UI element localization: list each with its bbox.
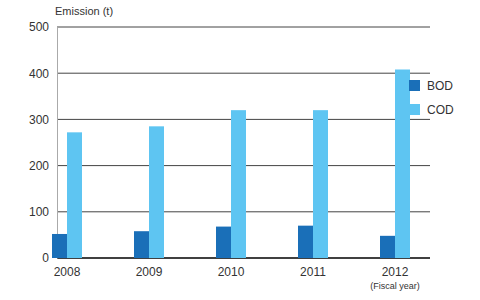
bar (380, 236, 395, 258)
bar (313, 110, 328, 258)
y-tick: 100 (29, 205, 57, 219)
x-tick-label: 2012 (382, 265, 409, 279)
grid-line (57, 73, 430, 74)
legend: BOD COD (409, 79, 454, 117)
x-axis: 2008 2009 2010 2011 2012 (54, 258, 409, 279)
x-tick: 2009 (136, 258, 163, 279)
x-tick: 2008 (54, 258, 81, 279)
bar (298, 226, 313, 258)
y-tick-label: 200 (29, 159, 49, 173)
x-tick: 2012 (382, 258, 409, 279)
y-axis-title: Emission (t) (55, 5, 113, 17)
y-tick: 400 (29, 67, 57, 81)
bar (395, 70, 410, 258)
x-tick-label: 2009 (136, 265, 163, 279)
bar (134, 231, 149, 258)
y-tick: 500 (29, 20, 57, 34)
y-axis: 0 100 200 300 400 500 (29, 20, 58, 265)
x-axis-title: (Fiscal year) (370, 281, 420, 291)
legend-label: COD (427, 103, 454, 117)
bar (67, 132, 82, 258)
x-tick-label: 2008 (54, 265, 81, 279)
bar (231, 110, 246, 258)
y-axis-line (57, 28, 58, 259)
y-tick: 200 (29, 159, 57, 173)
bar (52, 234, 67, 258)
y-tick-label: 500 (29, 20, 49, 34)
x-tick-label: 2010 (218, 265, 245, 279)
y-tick-label: 100 (29, 205, 49, 219)
legend-item: BOD (409, 79, 453, 93)
y-tick-label: 400 (29, 67, 49, 81)
y-tick-label: 300 (29, 113, 49, 127)
legend-label: BOD (427, 79, 453, 93)
y-tick: 300 (29, 113, 57, 127)
x-tick: 2010 (218, 258, 245, 279)
legend-swatch (409, 80, 420, 91)
y-tick-label: 0 (42, 251, 49, 265)
legend-swatch (409, 104, 420, 115)
legend-item: COD (409, 103, 454, 117)
grid-line (57, 27, 430, 28)
bars (52, 70, 410, 258)
chart: 0 100 200 300 400 500 Emission (t) 2008 2009 2010… (0, 0, 480, 300)
x-tick-label: 2011 (300, 265, 326, 279)
x-tick: 2011 (300, 258, 326, 279)
bar (216, 227, 231, 258)
bar (149, 126, 164, 258)
grid (57, 27, 430, 258)
